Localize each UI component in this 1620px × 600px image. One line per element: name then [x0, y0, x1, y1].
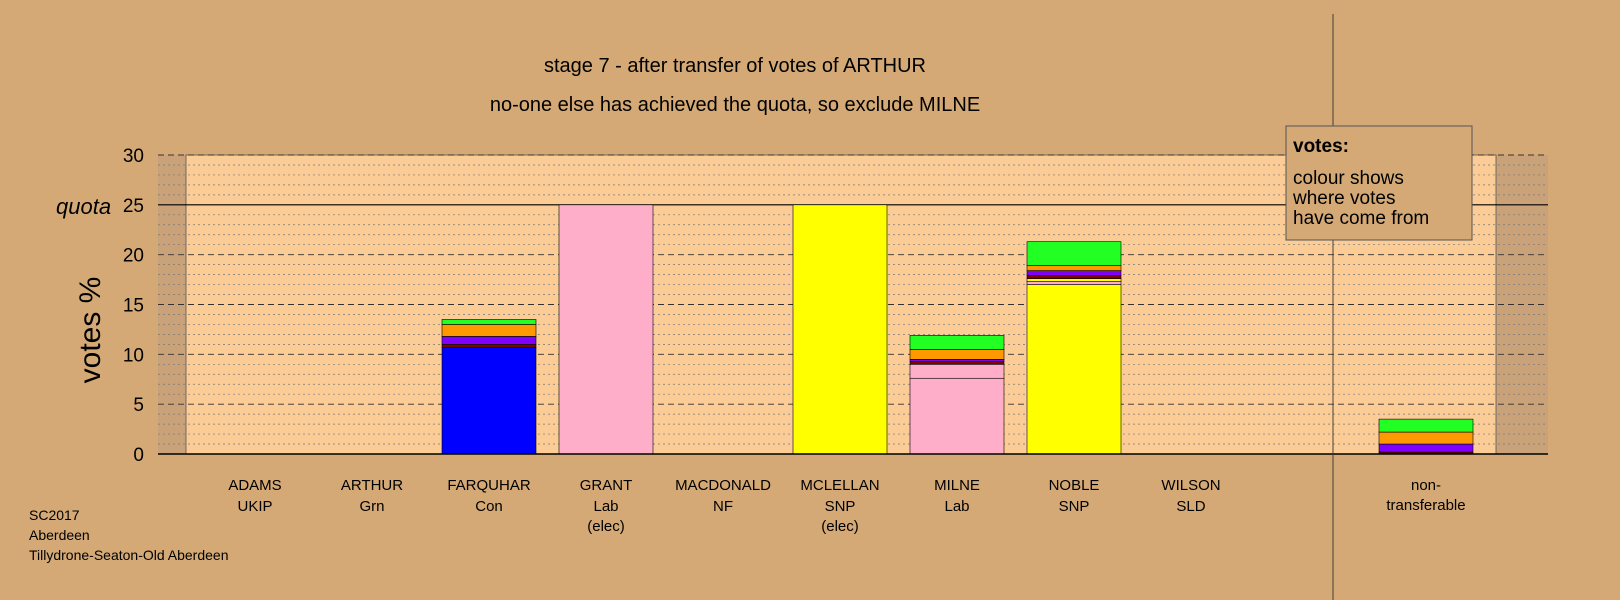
candidate-name-macdonald: MACDONALD: [675, 477, 771, 494]
bar-noble-segment: [1026, 278, 1122, 282]
chart-title: stage 7 - after transfer of votes of ART…: [544, 55, 926, 77]
footer-line-1: SC2017: [29, 507, 80, 523]
bar-noble-segment: [1026, 270, 1122, 276]
bar-noble-segment: [1026, 284, 1122, 455]
candidate-party-mclellan: SNP: [825, 498, 856, 515]
candidate-party-noble: SNP: [1059, 498, 1090, 515]
labels: 0 5 10 15 20 25 30 ADAMS UKIP ARTHUR Grn FARQUHAR Co…: [123, 146, 1466, 535]
bar-milne-segment: [909, 335, 1005, 350]
bar-noble-segment: [1026, 281, 1122, 285]
y-tick-label: 25: [123, 196, 144, 217]
y-tick-label: 0: [133, 445, 144, 466]
candidate-party-farquhar: Con: [475, 498, 503, 515]
nontransferable-label: non-: [1411, 477, 1441, 494]
candidate-name-grant: GRANT: [580, 477, 633, 494]
candidate-party-macdonald: NF: [713, 498, 733, 515]
candidate-party-milne: Lab: [944, 498, 969, 515]
y-tick-label: 30: [123, 146, 144, 167]
candidate-name-mclellan: MCLELLAN: [800, 477, 879, 494]
bar-nontransferable-segment: [1378, 431, 1474, 445]
legend-title: votes:: [1293, 136, 1349, 157]
candidate-name-arthur: ARTHUR: [341, 477, 403, 494]
candidate-name-adams: ADAMS: [228, 477, 281, 494]
bar-farquhar-segment: [441, 336, 537, 345]
bar-nontransferable-segment: [1378, 443, 1474, 453]
bar-farquhar-segment: [441, 319, 537, 325]
chart-subtitle: no-one else has achieved the quota, so e…: [490, 94, 980, 116]
bar-farquhar-segment: [441, 324, 537, 337]
bar-noble-segment: [1026, 275, 1122, 279]
legend-line-1: colour shows: [1293, 168, 1404, 189]
bar-noble-segment: [1026, 241, 1122, 266]
legend-line-2: where votes: [1292, 188, 1395, 209]
footer-line-2: Aberdeen: [29, 527, 90, 543]
nontransferable-label: transferable: [1386, 497, 1465, 514]
candidate-name-farquhar: FARQUHAR: [447, 477, 531, 494]
axes: [158, 14, 1548, 600]
quota-label: quota: [56, 194, 111, 219]
bar-noble-segment: [1026, 265, 1122, 271]
y-tick-label: 5: [133, 395, 144, 416]
candidate-name-wilson: WILSON: [1161, 477, 1220, 494]
legend-line-3: have come from: [1293, 208, 1429, 229]
bar-milne-segment: [909, 349, 1005, 360]
candidate-party-grant: Lab: [593, 498, 618, 515]
candidate-note-mclellan: (elec): [821, 518, 859, 535]
y-tick-label: 20: [123, 246, 144, 267]
bar-farquhar-segment: [441, 344, 537, 348]
candidate-party-wilson: SLD: [1176, 498, 1205, 515]
candidate-note-grant: (elec): [587, 518, 625, 535]
bar-milne-segment: [909, 377, 1005, 455]
y-tick-label: 15: [123, 296, 144, 317]
legend-box: [1285, 125, 1473, 241]
bar-grant-segment: [558, 204, 654, 455]
y-axis-label: votes %: [74, 277, 107, 384]
candidate-name-milne: MILNE: [934, 477, 980, 494]
bars: [441, 204, 1474, 455]
candidate-name-noble: NOBLE: [1049, 477, 1100, 494]
y-tick-label: 10: [123, 345, 144, 366]
legend: votes: colour shows where votes have com…: [1285, 125, 1473, 241]
footer-line-3: Tillydrone-Seaton-Old Aberdeen: [29, 547, 229, 563]
bar-milne-segment: [909, 361, 1005, 365]
bar-mclellan-segment: [792, 204, 888, 455]
bar-nontransferable-segment: [1378, 418, 1474, 433]
candidate-party-arthur: Grn: [359, 498, 384, 515]
bar-farquhar-segment: [441, 347, 537, 455]
candidate-party-adams: UKIP: [237, 498, 272, 515]
bar-milne-segment: [909, 363, 1005, 379]
